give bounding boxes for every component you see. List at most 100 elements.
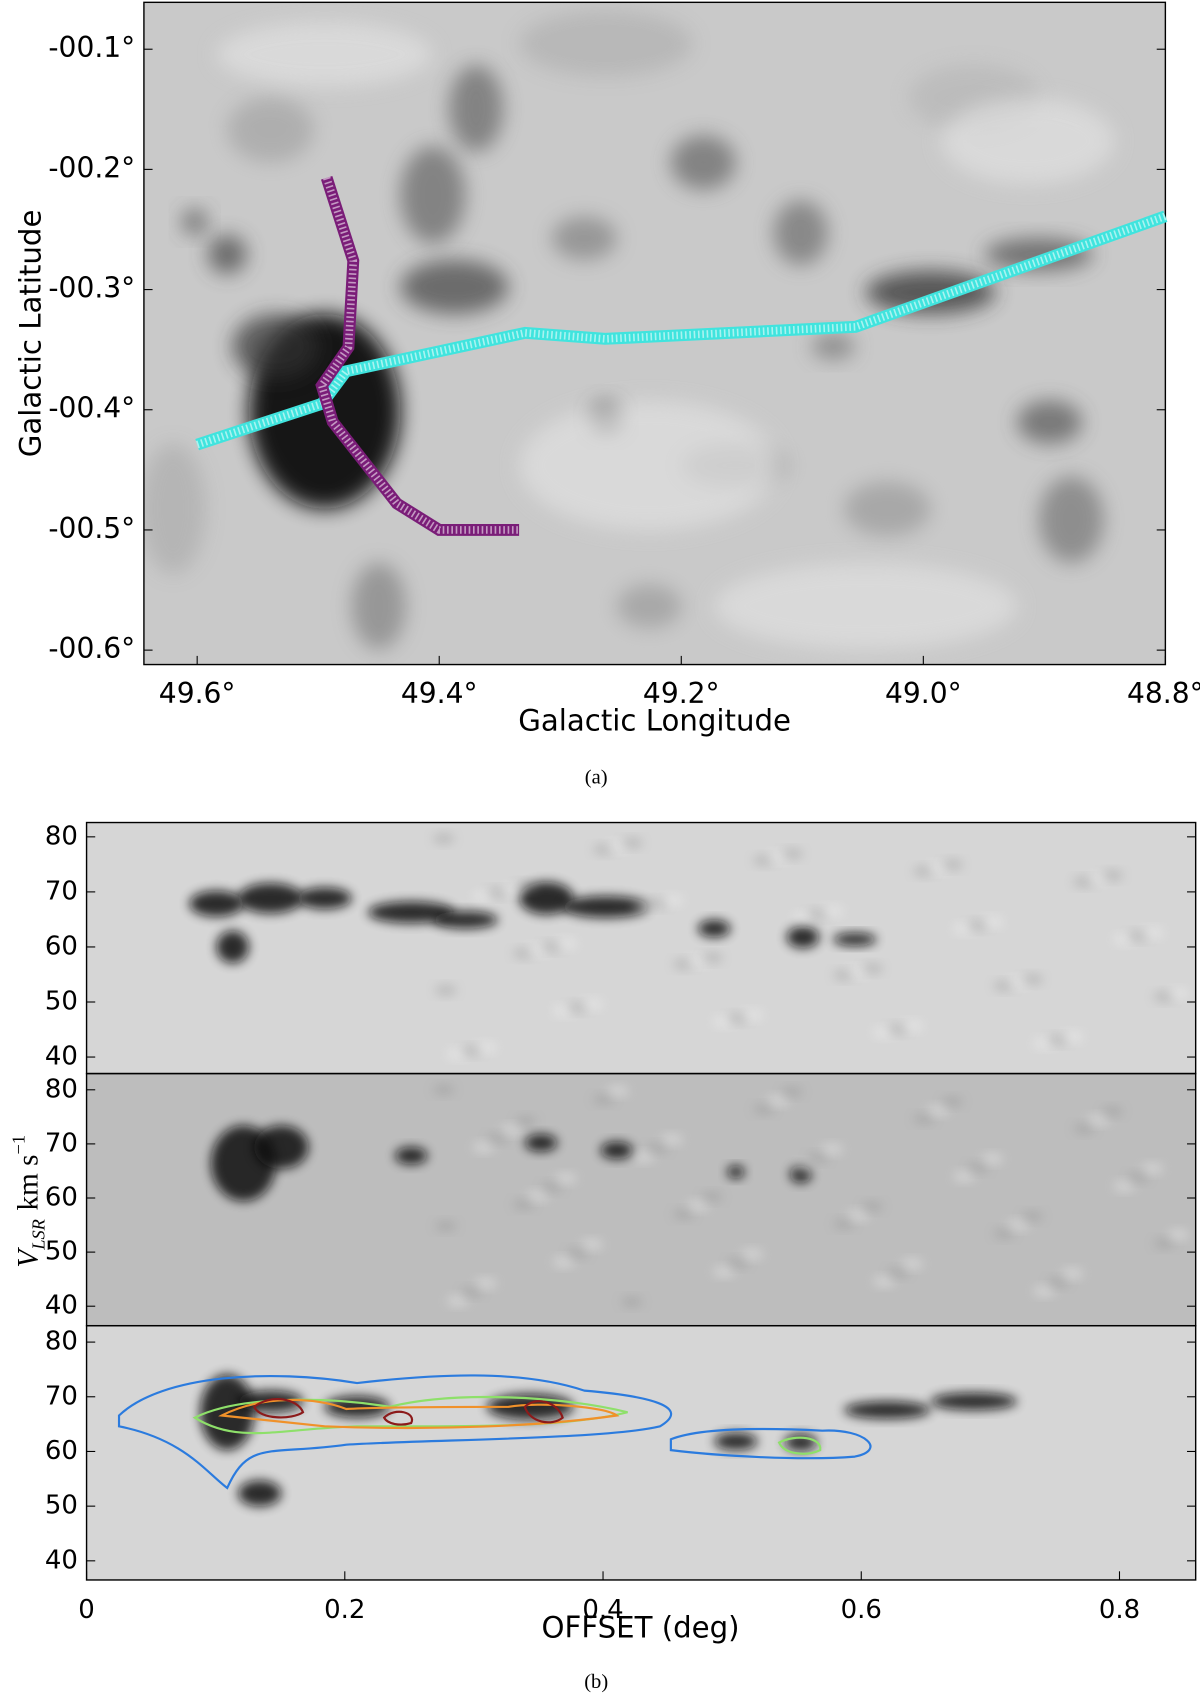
pv-noise [1127,1172,1150,1183]
pv-noise [981,1153,1004,1165]
map-image [143,2,1166,665]
pv-noise [701,952,723,964]
pv-noise [633,1151,655,1163]
x-tick-label: 0.4 [582,1595,623,1625]
pv-noise [460,1286,483,1298]
x-tick-label: 49.0° [885,677,962,710]
pv-noise [555,1173,577,1184]
x-tick-label: 0.6 [841,1595,882,1625]
pv-noise [967,1162,989,1174]
y-tick-label: -00.6° [48,632,135,665]
y-tick-label: 70 [45,876,78,906]
pv-noise [1033,1285,1056,1297]
pv-noise [475,1278,497,1289]
pv-noise [1141,927,1164,939]
pv-texture [562,896,650,918]
pv-noise [753,1103,775,1115]
pv-noise [1101,1106,1124,1117]
contour [218,1398,620,1430]
map-texture [232,313,320,379]
y-tick-label: -00.5° [48,512,135,545]
map-texture [714,562,1018,650]
pv-noise [555,938,577,950]
pv-texture [833,932,877,946]
y-tick-label: 60 [45,1183,78,1213]
plot-frame [85,1324,1197,1581]
x-tick-label: 49.6° [159,677,236,710]
map-texture [351,562,406,650]
pv-texture [254,1125,309,1169]
pv-background [86,1325,1196,1580]
y-tick-label: 80 [45,1327,78,1357]
pv-noise [713,1266,735,1277]
x-tick-label: 49.4° [401,677,478,710]
pv-noise [434,984,457,996]
pv-noise [1021,1210,1044,1222]
pv-noise [592,1094,615,1105]
map-texture [941,97,1115,185]
pv-noise [873,1275,895,1287]
pv-noise [1087,1114,1110,1126]
line-hatch [317,176,520,534]
x-tick-label: 0 [78,1595,95,1625]
pv-texture [697,919,731,938]
pv-noise [927,1104,949,1116]
pv-noise [807,1152,829,1164]
map-texture [844,481,931,536]
pv-noise [566,1247,589,1259]
map-texture [227,97,314,163]
y-label-unit: km s [12,1154,44,1210]
y-tick-label: 40 [45,1545,78,1575]
caption: (a) [585,767,608,789]
pv-noise [1167,1229,1190,1241]
x-axis-label: Galactic Longitude [518,704,791,738]
y-axis-label: VLSR km s−1 [9,1135,49,1268]
pv-noise [647,1142,669,1154]
y-tick-label: 50 [45,1491,78,1521]
map-texture [519,10,693,76]
y-tick-label: 50 [45,1237,78,1267]
pv-noise [861,1201,883,1213]
map-texture [773,200,828,266]
y-label-subscript: LSR [29,1219,49,1251]
pv-texture [727,1165,745,1179]
pv-noise [741,1009,763,1021]
pv-texture [784,1433,817,1452]
pv-noise [661,1134,683,1145]
contour [117,1374,673,1490]
y-tick-label: 40 [45,1291,78,1321]
y-label-superscript: −1 [9,1135,29,1155]
map-texture [1038,476,1104,563]
y-tick-label: 80 [45,1074,78,1104]
pv-noise [727,1257,749,1269]
map-texture [400,259,509,314]
map-texture [1017,400,1083,444]
pv-noise [541,1181,563,1193]
contour [669,1427,872,1460]
pv-noise [941,1096,964,1108]
pv-images [86,822,1196,1580]
contour [777,1436,822,1455]
pv-noise [432,833,455,845]
map-texture [865,270,996,314]
pv-noise [486,1133,509,1144]
map-texture [519,400,780,531]
pv-texture [432,911,498,929]
y-tick-label: 50 [45,987,78,1017]
pv-noise [821,1143,843,1155]
map-texture [181,209,208,235]
pv-texture [367,901,455,924]
map-texture [400,146,466,244]
pv-noise [515,880,537,892]
pv-noise [1167,988,1190,999]
plot-frame [143,1,1167,666]
pv-noise [1061,1031,1084,1043]
pv-noise [475,1042,497,1054]
x-axis-label: OFFSET (deg) [542,1610,740,1644]
map-texture [143,443,206,574]
pv-noise [781,1086,803,1098]
pv-noise [767,1095,789,1107]
caption: (b) [584,1671,608,1693]
pv-noise [741,1248,763,1260]
